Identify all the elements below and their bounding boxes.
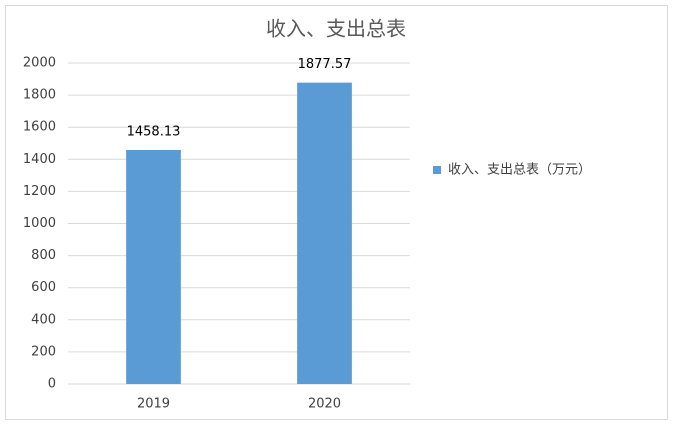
bar	[126, 149, 181, 384]
y-tick-label: 2000	[23, 56, 56, 71]
y-tick-label: 200	[31, 344, 56, 359]
y-tick-label: 1600	[23, 120, 56, 135]
y-tick-label: 800	[31, 248, 56, 263]
legend-swatch	[433, 166, 441, 174]
chart-title: 收入、支出总表	[266, 17, 406, 41]
x-tick-label: 2020	[308, 397, 341, 412]
y-tick-label: 0	[48, 377, 56, 392]
value-label: 1877.57	[298, 57, 352, 72]
y-tick-label: 1200	[23, 184, 56, 199]
x-tick-label: 2019	[137, 397, 170, 412]
legend-label: 收入、支出总表（万元）	[448, 163, 591, 178]
y-tick-label: 400	[31, 312, 56, 327]
y-tick-label: 1000	[23, 216, 56, 231]
y-tick-label: 1800	[23, 88, 56, 103]
y-tick-label: 1400	[23, 152, 56, 167]
y-tick-label: 600	[31, 280, 56, 295]
value-label: 1458.13	[127, 124, 181, 139]
bar	[297, 82, 352, 384]
